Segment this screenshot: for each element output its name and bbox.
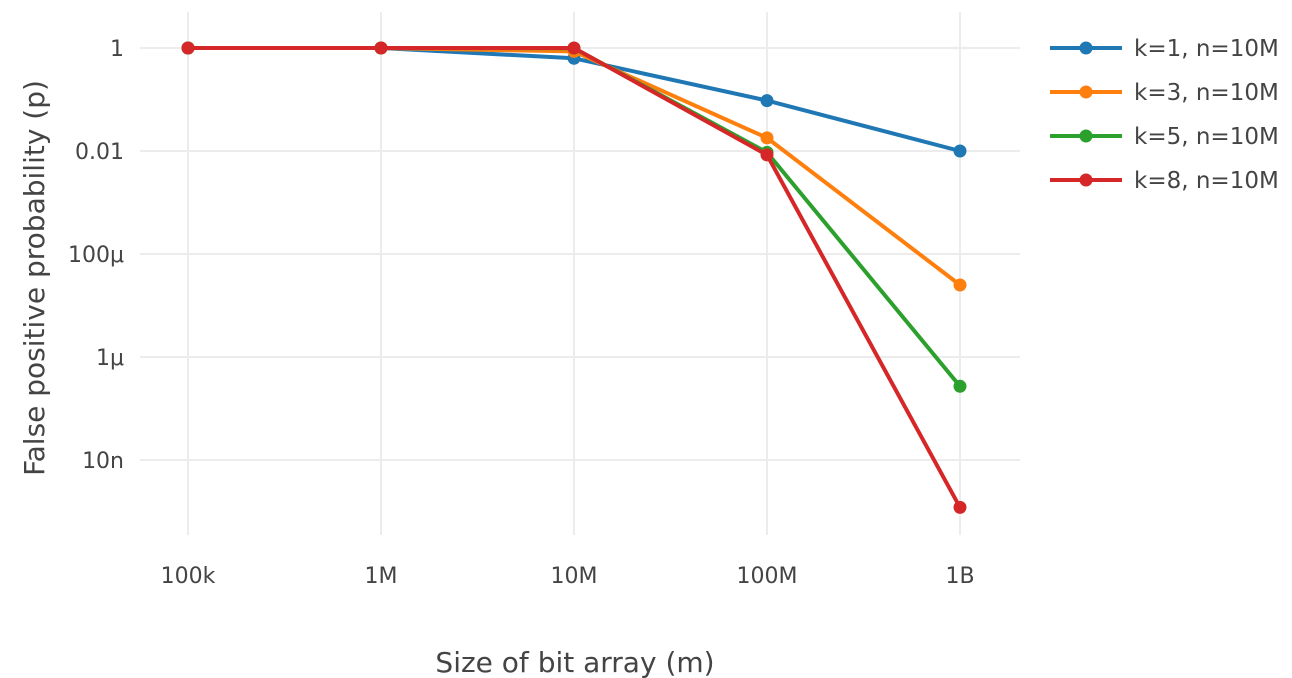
y-tick-label: 0.01: [75, 140, 124, 165]
legend: k=1, n=10M k=3, n=10M k=5, n=10M k=8, n=10M: [1050, 36, 1279, 194]
legend-item[interactable]: k=5, n=10M: [1050, 124, 1279, 150]
legend-item[interactable]: k=8, n=10M: [1050, 168, 1279, 194]
x-tick-label: 1B: [945, 564, 974, 589]
data-point: [760, 94, 774, 108]
data-point: [374, 41, 388, 55]
legend-marker: [1079, 85, 1093, 99]
legend-item[interactable]: k=3, n=10M: [1050, 80, 1279, 106]
legend-item[interactable]: k=1, n=10M: [1050, 36, 1279, 62]
grid: [140, 12, 1020, 535]
x-axis-ticks: 100k 1M 10M 100M 1B: [161, 564, 975, 589]
legend-label: k=3, n=10M: [1134, 80, 1279, 106]
legend-marker: [1079, 173, 1093, 187]
x-tick-label: 1M: [365, 564, 398, 589]
legend-label: k=5, n=10M: [1134, 124, 1279, 150]
y-axis-ticks: 1 0.01 100μ 1μ 10n: [68, 37, 124, 474]
x-tick-label: 10M: [551, 564, 598, 589]
data-point: [760, 131, 774, 145]
x-tick-label: 100k: [161, 564, 216, 589]
data-point: [953, 500, 967, 514]
data-point: [181, 41, 195, 55]
legend-label: k=1, n=10M: [1134, 36, 1279, 62]
data-point: [953, 144, 967, 158]
legend-label: k=8, n=10M: [1134, 168, 1279, 194]
y-tick-label: 10n: [82, 449, 124, 474]
data-point: [953, 278, 967, 292]
y-tick-label: 100μ: [68, 243, 124, 268]
series-4: [181, 41, 967, 514]
x-axis-title: Size of bit array (m): [435, 646, 714, 678]
x-tick-label: 100M: [737, 564, 798, 589]
legend-marker: [1079, 129, 1093, 143]
data-point: [567, 41, 581, 55]
y-axis-title: False positive probability (p): [18, 80, 51, 476]
data-point: [760, 148, 774, 162]
legend-marker: [1079, 41, 1093, 55]
y-tick-label: 1μ: [96, 346, 124, 371]
data-point: [953, 379, 967, 393]
y-tick-label: 1: [110, 37, 124, 62]
plot-series: [181, 41, 967, 514]
